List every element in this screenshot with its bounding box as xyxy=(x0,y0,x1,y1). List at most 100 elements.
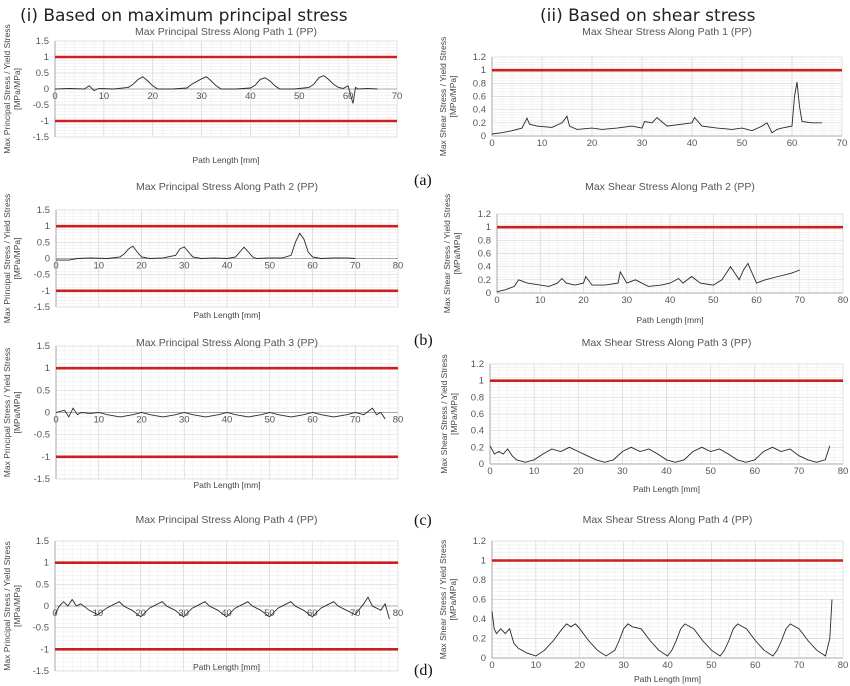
series-line xyxy=(54,75,378,104)
y-tick-label: -1.5 xyxy=(33,666,49,677)
chart-5: 0 10 20 30 40 50 60 70 80-1.5-1-0.500.511.5 Max P… xyxy=(2,337,403,490)
y-tick-label: 1.5 xyxy=(37,205,50,216)
x-tick-label: 10 xyxy=(537,138,548,149)
y-tick-label: 0.4 xyxy=(471,426,484,437)
y-tick-label: 0.2 xyxy=(471,442,484,453)
y-axis-label: Max Principal Stress / Yield Stress[MPa/… xyxy=(2,24,22,153)
chart-6: 0 10 20 30 40 50 60 70 80 0 0.2 0.4 0.6 0.8 1 1.2 Max Sh… xyxy=(439,337,848,494)
x-tick-label: 30 xyxy=(618,660,629,671)
y-tick-label: 1.2 xyxy=(473,536,486,547)
series-line xyxy=(55,407,386,420)
y-axis-label: Max Principal Stress / Yield Stress[MPa/… xyxy=(2,541,22,670)
x-tick-label: 20 xyxy=(147,91,158,102)
x-tick-label: 0 xyxy=(52,608,57,619)
x-tick-label: 10 xyxy=(93,261,104,272)
y-tick-label: 0.6 xyxy=(473,595,486,606)
x-tick-label: 80 xyxy=(838,660,849,671)
x-axis-label: Path Length [mm] xyxy=(634,674,701,684)
y-tick-label: 0.2 xyxy=(473,634,486,645)
chart-title: Max Shear Stress Along Path 2 (PP) xyxy=(585,181,755,193)
x-tick-label: 60 xyxy=(343,91,354,102)
x-tick-label: 70 xyxy=(350,415,361,426)
y-tick-label: 1 xyxy=(45,363,50,374)
x-axis-label: Path Length [mm] xyxy=(193,480,260,490)
y-tick-label: 1 xyxy=(45,221,50,232)
y-tick-label: 0.6 xyxy=(473,92,486,103)
x-tick-label: 80 xyxy=(838,466,849,477)
x-tick-label: 0 xyxy=(489,138,494,149)
y-tick-label: 1 xyxy=(479,376,484,387)
x-tick-label: 30 xyxy=(178,608,189,619)
chart-title: Max Shear Stress Along Path 3 (PP) xyxy=(582,337,752,349)
x-tick-label: 10 xyxy=(93,415,104,426)
x-tick-label: 40 xyxy=(662,660,673,671)
y-tick-label: 1 xyxy=(481,556,486,567)
y-tick-label: 0.8 xyxy=(478,235,491,246)
x-tick-label: 60 xyxy=(307,608,318,619)
x-tick-label: 50 xyxy=(264,608,275,619)
x-tick-label: 30 xyxy=(196,91,207,102)
y-tick-label: 0.6 xyxy=(471,409,484,420)
y-tick-label: 1.5 xyxy=(36,36,49,47)
x-tick-label: 60 xyxy=(749,466,760,477)
x-tick-label: 60 xyxy=(307,261,318,272)
x-tick-label: 70 xyxy=(350,261,361,272)
x-tick-label: 20 xyxy=(587,138,598,149)
x-tick-label: 20 xyxy=(578,295,589,306)
x-tick-label: 50 xyxy=(294,91,305,102)
y-tick-label: -0.5 xyxy=(34,270,50,281)
x-tick-label: 70 xyxy=(837,138,848,149)
x-tick-label: 0 xyxy=(53,261,58,272)
y-tick-label: 1.5 xyxy=(36,536,49,547)
chart-title: Max Shear Stress Along Path 4 (PP) xyxy=(583,514,753,526)
y-axis-label: Max Principal Stress / Yield Stress[MPa/… xyxy=(2,194,22,323)
y-tick-label: 0.5 xyxy=(37,237,50,248)
x-tick-label: 70 xyxy=(794,660,805,671)
y-axis-label: Max Principal Stress / Yield Stress[MPa/… xyxy=(2,348,22,477)
y-tick-label: 0.5 xyxy=(36,68,49,79)
y-tick-label: -1.5 xyxy=(34,302,50,313)
x-tick-label: 70 xyxy=(350,608,361,619)
chart-title: Max Principal Stress Along Path 1 (PP) xyxy=(135,26,317,38)
x-tick-label: 20 xyxy=(573,466,584,477)
y-tick-label: 0.4 xyxy=(473,614,486,625)
x-tick-label: 10 xyxy=(529,466,540,477)
x-tick-label: 60 xyxy=(750,660,761,671)
y-tick-label: 1 xyxy=(44,52,49,63)
x-axis-label: Path Length [mm] xyxy=(192,155,259,165)
x-tick-label: 50 xyxy=(264,415,275,426)
x-tick-label: 50 xyxy=(706,660,717,671)
x-tick-label: 60 xyxy=(751,295,762,306)
x-tick-label: 0 xyxy=(52,91,57,102)
y-tick-label: -0.5 xyxy=(34,430,50,441)
y-tick-label: 0 xyxy=(44,601,49,612)
series-line xyxy=(491,599,833,657)
x-tick-label: 80 xyxy=(393,415,404,426)
y-tick-label: -0.5 xyxy=(33,623,49,634)
x-tick-label: 30 xyxy=(179,415,190,426)
chart-title: Max Principal Stress Along Path 3 (PP) xyxy=(136,337,318,349)
x-tick-label: 10 xyxy=(531,660,542,671)
x-tick-label: 40 xyxy=(222,261,233,272)
x-tick-label: 30 xyxy=(617,466,628,477)
x-tick-label: 70 xyxy=(794,295,805,306)
x-tick-label: 30 xyxy=(621,295,632,306)
x-tick-label: 50 xyxy=(264,261,275,272)
x-axis-label: Path Length [mm] xyxy=(633,484,700,494)
x-tick-label: 30 xyxy=(637,138,648,149)
y-tick-label: -1 xyxy=(41,116,49,127)
y-tick-label: 1.5 xyxy=(37,341,50,352)
y-tick-label: 1 xyxy=(481,65,486,76)
series-line xyxy=(496,262,800,293)
y-tick-label: 0.5 xyxy=(37,385,50,396)
x-tick-label: 0 xyxy=(494,295,499,306)
y-tick-label: -1 xyxy=(41,644,49,655)
y-tick-label: 0 xyxy=(479,459,484,470)
row-label-c: (c) xyxy=(414,512,432,529)
series-line xyxy=(489,445,831,463)
y-tick-label: 0.8 xyxy=(473,575,486,586)
